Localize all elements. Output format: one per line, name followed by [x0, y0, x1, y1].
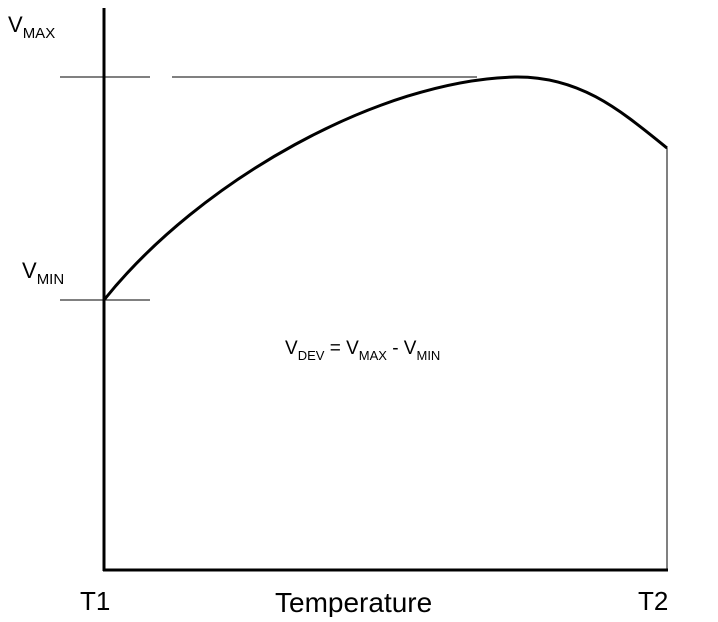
v-max-label: VMAX [8, 12, 55, 42]
x-axis-title: Temperature [275, 587, 432, 617]
equation-sub: MAX [359, 348, 388, 363]
label-main: V [8, 12, 23, 37]
label-sub: MIN [37, 271, 65, 288]
equation-main: - V [387, 338, 417, 359]
equation: VDEV = VMAX - VMIN [285, 338, 440, 363]
x-start-label: T1 [80, 586, 110, 616]
equation-main: = V [324, 338, 359, 359]
v-min-label: VMIN [22, 258, 64, 288]
label-main: V [22, 258, 37, 283]
label-sub: MAX [23, 25, 56, 42]
equation-sub: DEV [298, 348, 325, 363]
equation-main: V [285, 338, 298, 359]
curve [102, 75, 668, 301]
equation-sub: MIN [416, 348, 440, 363]
x-end-label: T2 [638, 586, 668, 616]
